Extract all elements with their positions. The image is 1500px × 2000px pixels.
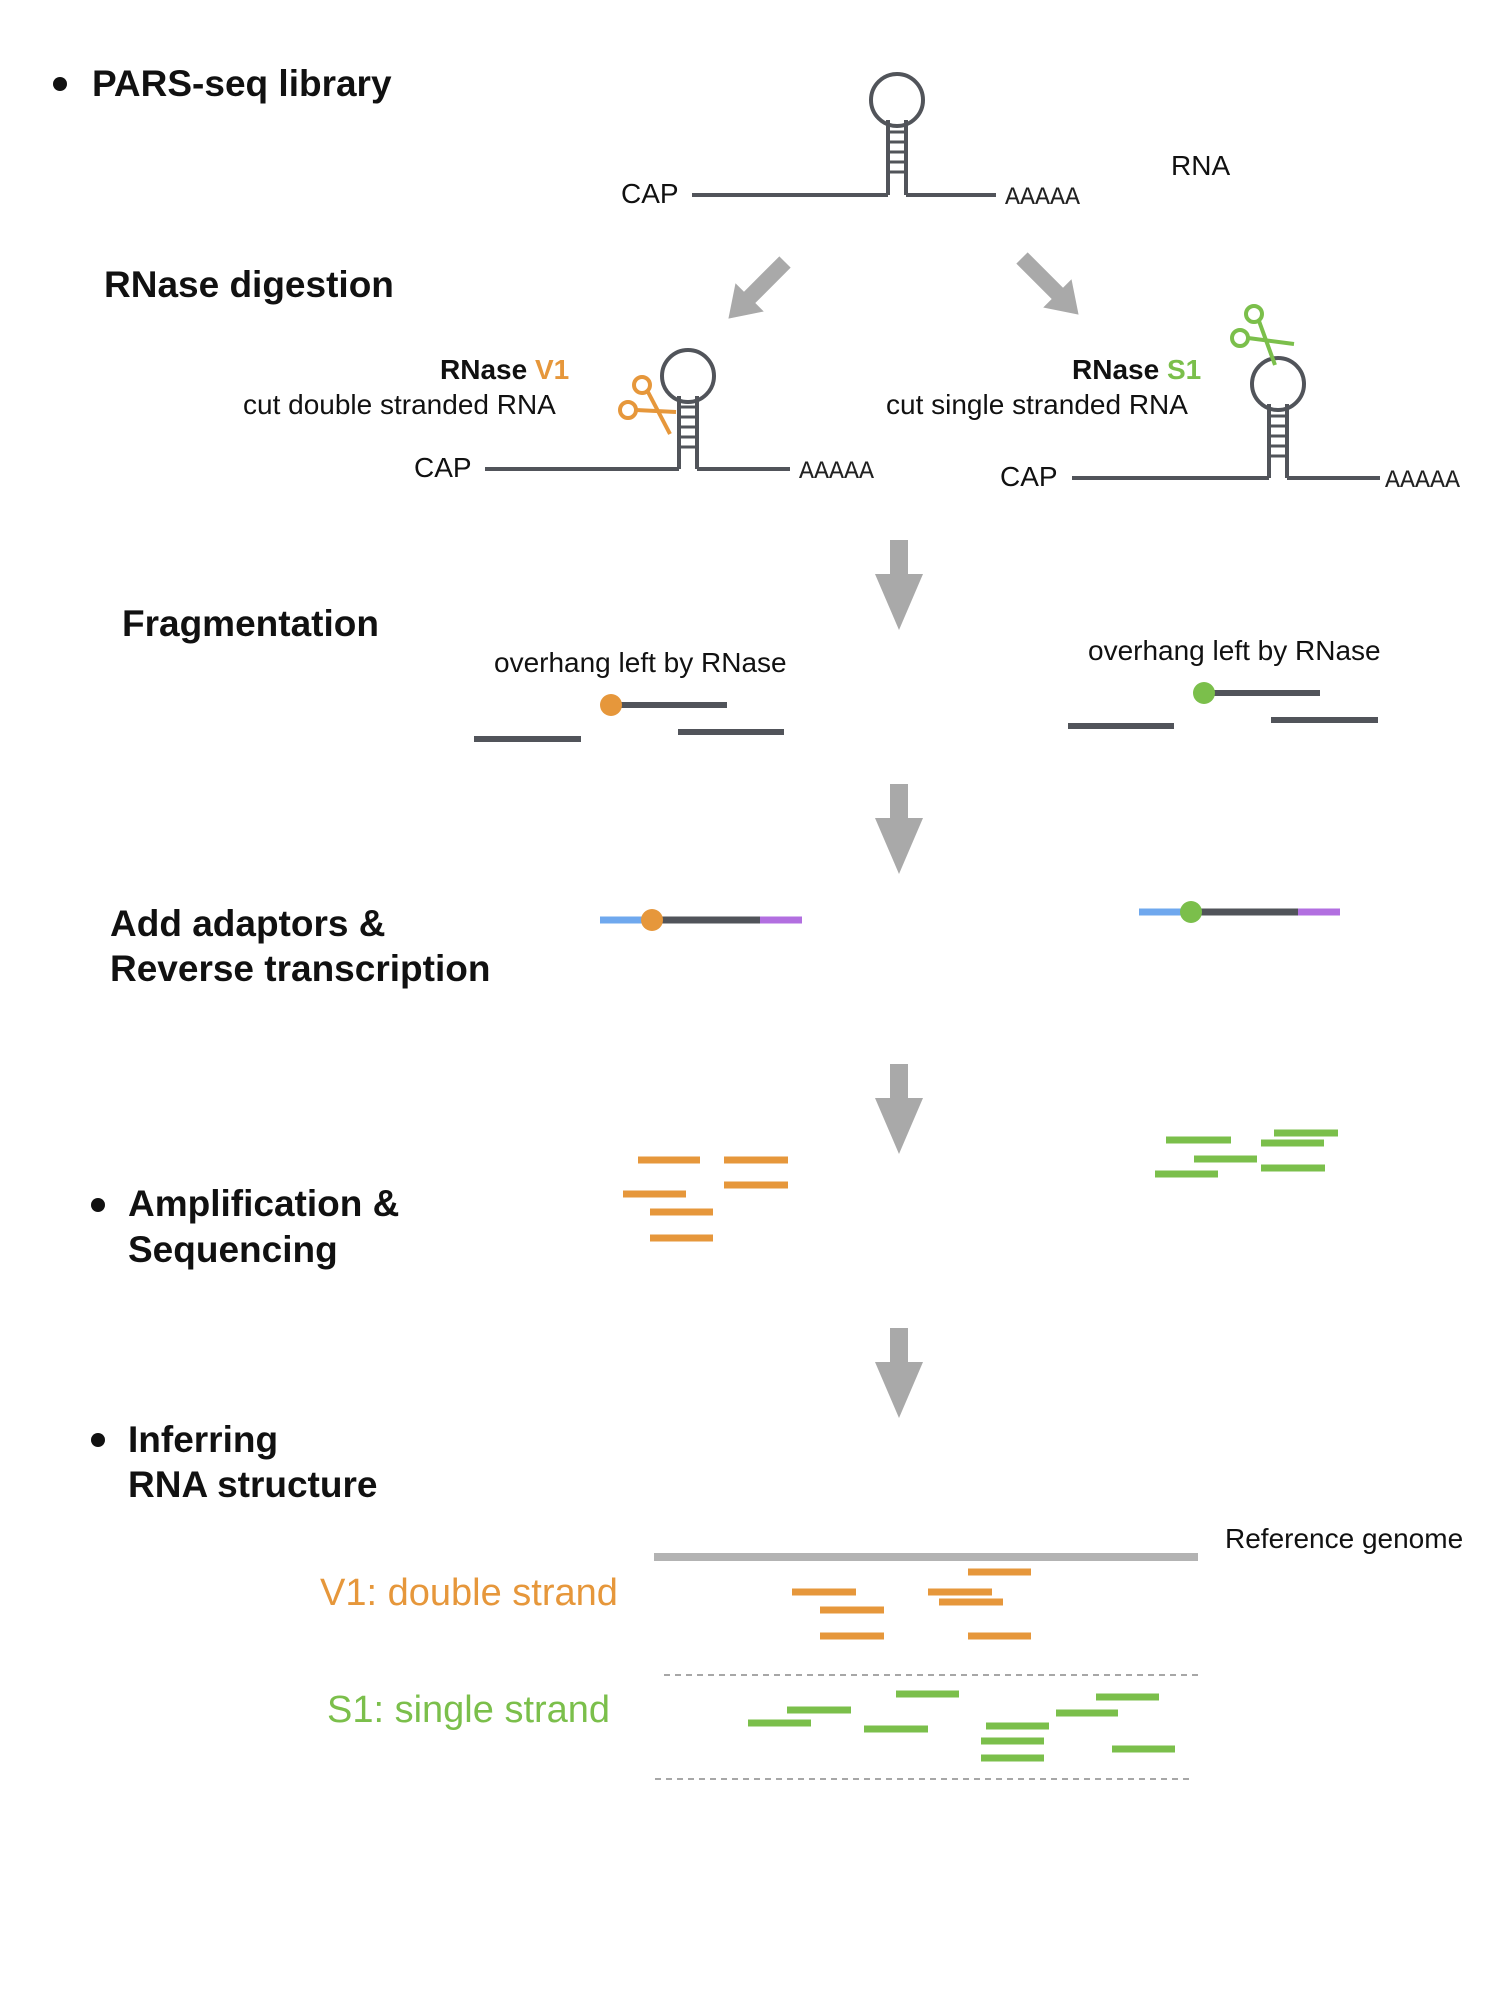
s1-fragments (1068, 690, 1378, 729)
reference-genome-label: Reference genome (1225, 1523, 1463, 1554)
v1-amplified-reads (623, 1156, 788, 1242)
v1-fragments (474, 702, 784, 742)
cap-label-v1: CAP (414, 452, 472, 483)
scissors-icon (618, 375, 677, 435)
step-adaptors-heading-line2: Reverse transcription (110, 948, 490, 989)
step-inferring-heading-line1: Inferring (128, 1419, 278, 1460)
step-adaptors-heading-line1: Add adaptors & (110, 903, 385, 944)
v1-mapped-reads (792, 1568, 1031, 1640)
down-arrow-icon (875, 1328, 923, 1418)
overhang-marker-v1-adaptor (641, 909, 663, 931)
scissors-icon (1230, 304, 1295, 366)
step-digestion-heading: RNase digestion (104, 264, 394, 305)
down-arrow-icon (875, 1064, 923, 1154)
cap-label-s1: CAP (1000, 461, 1058, 492)
rna-hairpin-top (692, 72, 996, 197)
step-amplification-heading-line2: Sequencing (128, 1229, 338, 1270)
s1-result-label: S1: single strand (327, 1689, 610, 1731)
overhang-marker-v1 (600, 694, 622, 716)
bullet-icon (91, 1433, 105, 1447)
v1-result-label: V1: double strand (320, 1572, 618, 1614)
polya-label-top: AAAAA (1005, 183, 1080, 212)
v1-overhang-label: overhang left by RNase (494, 647, 787, 678)
bullet-icon (91, 1198, 105, 1212)
rna-hairpin-v1 (485, 348, 790, 471)
step-fragmentation-heading: Fragmentation (122, 603, 379, 644)
s1-overhang-label: overhang left by RNase (1088, 635, 1381, 666)
step-library-heading: PARS-seq library (92, 63, 392, 104)
bullet-icon (53, 77, 67, 91)
cap-label-top: CAP (621, 178, 679, 209)
s1-mapped-reads (748, 1690, 1175, 1762)
step-amplification-heading-line1: Amplification & (128, 1183, 399, 1224)
polya-label-s1: AAAAA (1385, 466, 1460, 495)
v1-description: cut double stranded RNA (243, 389, 556, 420)
rna-label: RNA (1171, 150, 1230, 181)
down-arrow-icon (875, 784, 923, 874)
down-arrow-icon (875, 540, 923, 630)
overhang-marker-s1 (1193, 682, 1215, 704)
down-arrow-icon (728, 256, 791, 319)
v1-enzyme-label: RNase V1 (440, 354, 569, 385)
s1-amplified-reads (1155, 1129, 1338, 1178)
polya-label-v1: AAAAA (799, 457, 874, 486)
s1-enzyme-label: RNase S1 (1072, 354, 1201, 385)
down-arrow-icon (1016, 252, 1079, 315)
overhang-marker-s1-adaptor (1180, 901, 1202, 923)
rna-hairpin-s1 (1072, 356, 1380, 480)
step-inferring-heading-line2: RNA structure (128, 1464, 377, 1505)
s1-description: cut single stranded RNA (886, 389, 1188, 420)
